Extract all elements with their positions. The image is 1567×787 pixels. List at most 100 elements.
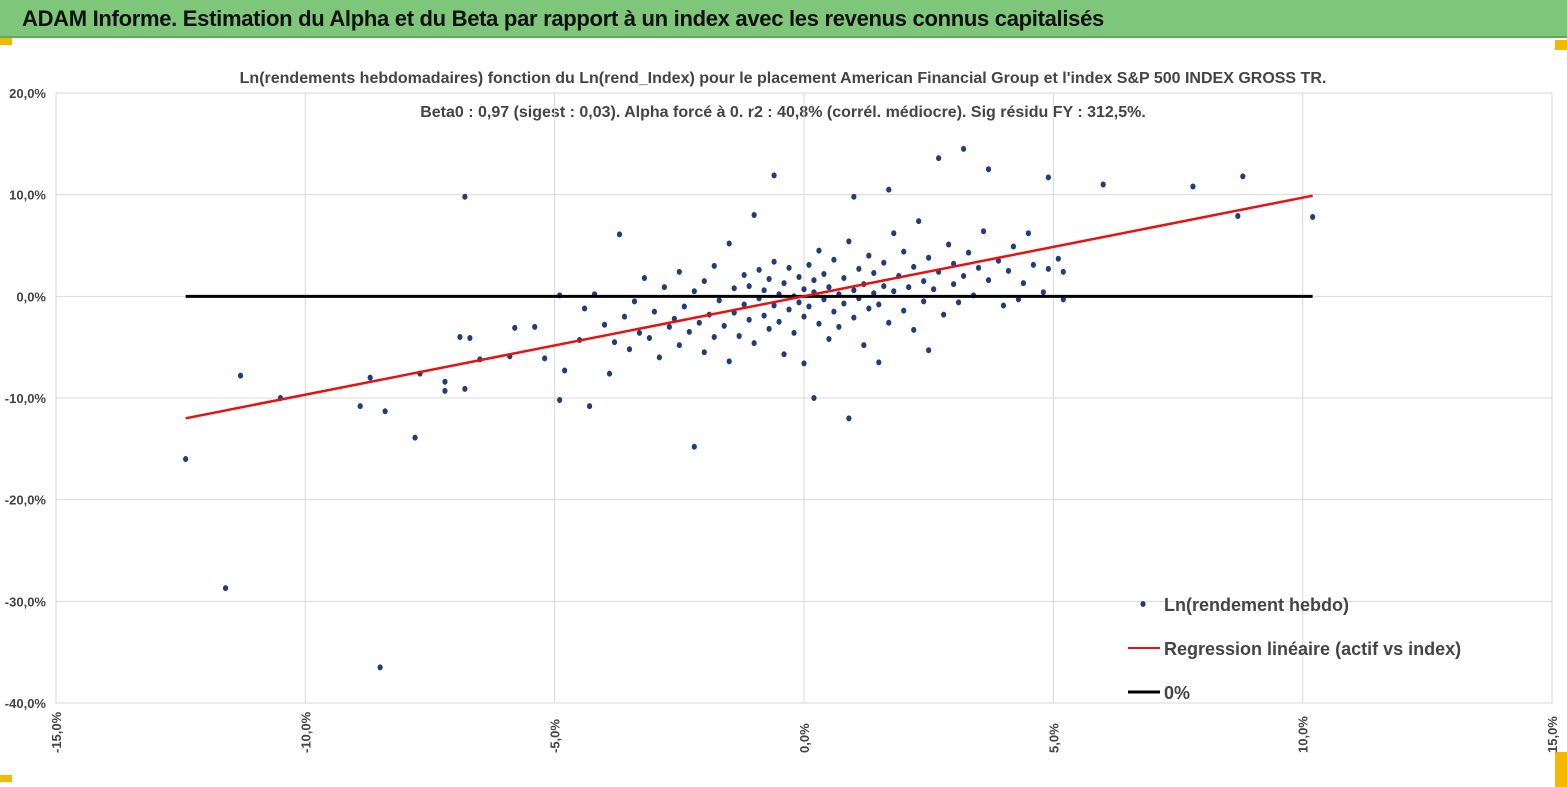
scatter-point: [846, 415, 852, 422]
x-tick-label: -15,0%: [49, 711, 64, 753]
scatter-point: [741, 271, 747, 278]
scatter-point: [746, 316, 752, 323]
scatter-point: [377, 664, 383, 671]
scatter-point: [721, 322, 727, 329]
scatter-point: [716, 297, 722, 304]
scatter-point: [237, 372, 244, 379]
y-tick-label: -30,0%: [5, 594, 47, 609]
scatter-point: [851, 287, 857, 294]
scatter-point: [701, 349, 707, 356]
scatter-point: [1015, 296, 1022, 303]
scatter-point: [1060, 296, 1066, 303]
scatter-point: [901, 248, 907, 255]
scatter-point: [751, 340, 757, 347]
y-tick-label: 20,0%: [9, 86, 46, 101]
scatter-point: [751, 212, 757, 218]
scatter-point: [796, 274, 802, 281]
scatter-point: [806, 261, 812, 268]
scatter-point: [467, 335, 473, 342]
scatter-point: [826, 284, 832, 291]
scatter-point: [462, 193, 468, 200]
scatter-point: [801, 360, 807, 367]
scatter-point: [816, 320, 822, 327]
x-tick-label: 15,0%: [1545, 716, 1560, 753]
scatter-point: [661, 284, 667, 291]
regression-line: [185, 194, 1313, 420]
scatter-point: [676, 268, 682, 275]
scatter-point: [1025, 230, 1031, 237]
scatter-point: [801, 313, 807, 320]
scatter-point: [936, 155, 942, 162]
scatter-point: [856, 265, 862, 272]
scatter-point: [761, 287, 767, 294]
scatter-point: [636, 329, 643, 336]
scatter-point: [916, 218, 922, 225]
scatter-point: [183, 456, 189, 462]
scatter-point: [462, 385, 468, 392]
scatter-point: [846, 238, 852, 245]
scatter-point: [686, 328, 692, 335]
scatter-point: [711, 262, 717, 269]
scatter-point: [1060, 268, 1066, 275]
legend-label: Regression linéaire (actif vs index): [1164, 639, 1461, 659]
scatter-point: [886, 319, 892, 326]
scatter-point: [1045, 265, 1051, 272]
scatter-point: [601, 321, 608, 328]
scatter-point: [975, 264, 982, 271]
scatter-point: [651, 308, 658, 315]
scatter-point: [1055, 255, 1061, 262]
scatter-point: [886, 186, 892, 193]
scatter-point: [726, 358, 732, 365]
scatter-point: [696, 319, 702, 326]
scatter-point: [542, 355, 548, 362]
scatter-point: [851, 314, 857, 321]
scatter-point: [691, 443, 697, 450]
scatter-point: [771, 258, 777, 265]
scatter-point: [586, 403, 593, 410]
scatter-point: [1020, 280, 1027, 287]
scatter-point: [1040, 289, 1046, 296]
scatter-point: [955, 299, 962, 306]
scatter-point: [791, 329, 797, 336]
scatter-point: [921, 298, 927, 305]
y-tick-label: -20,0%: [5, 493, 47, 508]
scatter-point: [1030, 261, 1036, 268]
scatter-point: [676, 342, 682, 349]
report-title: ADAM Informe. Estimation du Alpha et du …: [22, 6, 1104, 31]
scatter-point: [801, 286, 807, 293]
scatter-point: [442, 378, 448, 385]
scatter-point: [681, 303, 687, 310]
scatter-point: [731, 285, 737, 292]
scatter-point: [691, 288, 697, 295]
scatter-point: [557, 397, 563, 404]
scatter-point: [786, 306, 792, 313]
scatter-point: [656, 354, 662, 361]
scatter-point: [881, 259, 887, 266]
scatter-point: [946, 241, 952, 248]
scatter-point: [442, 387, 448, 394]
scatter-point: [871, 269, 877, 276]
scatter-point: [985, 277, 992, 284]
scatter-point: [756, 266, 762, 273]
scatter-point: [626, 346, 633, 353]
scatter-point: [532, 323, 538, 330]
scatter-point: [616, 231, 623, 238]
scatter-point: [641, 275, 648, 282]
y-tick-label: 10,0%: [9, 188, 46, 203]
scatter-point: [911, 326, 917, 333]
scatter-point: [960, 273, 967, 279]
scatter-point: [1045, 174, 1051, 181]
scatter-point: [631, 298, 638, 305]
chart-subtitle: Beta0 : 0,97 (sigest : 0,03). Alpha forc…: [420, 104, 1146, 121]
scatter-point: [666, 323, 672, 330]
y-tick-label: 0,0%: [16, 289, 46, 304]
scatter-point: [861, 342, 867, 349]
scatter-point: [1000, 302, 1007, 309]
scatter-point: [562, 367, 568, 374]
scatter-point: [911, 263, 917, 270]
scatter-point: [1005, 267, 1012, 274]
scatter-point: [821, 270, 827, 277]
x-tick-label: 0,0%: [797, 723, 812, 753]
scatter-point: [701, 278, 707, 285]
